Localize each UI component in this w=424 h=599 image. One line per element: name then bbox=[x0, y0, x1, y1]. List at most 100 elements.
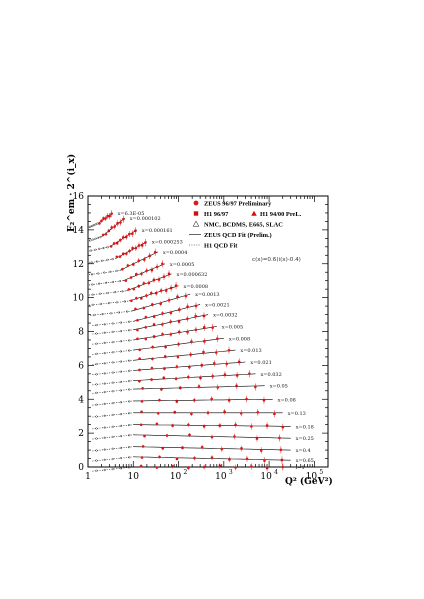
fixed-target-point bbox=[103, 426, 106, 429]
zeus-point bbox=[143, 434, 146, 438]
fixed-target-point bbox=[111, 457, 114, 461]
zeus-point bbox=[256, 410, 260, 414]
zeus-point bbox=[263, 459, 266, 462]
bin-label: x=0.25 bbox=[296, 436, 314, 442]
zeus-point bbox=[140, 400, 144, 403]
zeus-point bbox=[234, 466, 237, 469]
bin-label: x=0.0005 bbox=[170, 262, 195, 268]
zeus-point bbox=[161, 312, 164, 315]
h1-point bbox=[181, 446, 184, 449]
h1-point bbox=[107, 229, 111, 233]
fixed-target-point bbox=[103, 458, 106, 461]
fit-curve bbox=[133, 399, 273, 402]
h1-point bbox=[152, 315, 156, 318]
bin-label: x=0.000632 bbox=[177, 272, 208, 278]
fixed-target-point bbox=[115, 269, 118, 272]
zeus-point bbox=[145, 269, 148, 272]
zeus-point bbox=[202, 425, 206, 428]
h1-point bbox=[218, 464, 222, 468]
fixed-target-point bbox=[128, 349, 131, 352]
zeus-point bbox=[101, 233, 105, 237]
zeus-point bbox=[155, 466, 159, 469]
fit-curve bbox=[133, 304, 201, 322]
fixed-target-point bbox=[111, 258, 114, 261]
fixed-target-point bbox=[111, 425, 114, 428]
bin-label: x=0.08 bbox=[278, 397, 296, 403]
zeus-point bbox=[109, 245, 113, 248]
fixed-target-point bbox=[118, 280, 121, 283]
zeus-point bbox=[134, 246, 138, 250]
bin-label: x=0.0013 bbox=[195, 292, 220, 298]
fixed-target-point bbox=[91, 283, 94, 286]
fixed-target-point bbox=[95, 363, 98, 366]
zeus-point bbox=[118, 255, 122, 258]
zeus-point bbox=[161, 447, 165, 450]
fixed-target-point bbox=[103, 468, 106, 472]
y-axis-title: F₂^em · 2^(i_x) bbox=[66, 154, 77, 232]
zeus-point bbox=[234, 423, 237, 427]
y-tick-label: 10 bbox=[73, 294, 85, 304]
h1-point bbox=[203, 340, 206, 343]
scaling-annotation: c(x)=0.6(i(x)-0.4) bbox=[252, 257, 301, 263]
h1-point bbox=[135, 273, 138, 276]
fixed-target-point bbox=[106, 258, 109, 261]
fixed-target-point bbox=[119, 435, 123, 438]
zeus-point bbox=[248, 372, 251, 375]
fit-curve bbox=[133, 349, 236, 361]
h1-point bbox=[171, 424, 174, 427]
h1-point bbox=[175, 400, 179, 403]
h1-point bbox=[167, 272, 171, 276]
zeus-point bbox=[186, 375, 190, 379]
fixed-target-point bbox=[128, 359, 131, 362]
fixed-target-point bbox=[92, 224, 95, 227]
zeus-point bbox=[169, 320, 172, 323]
fit-curves bbox=[88, 212, 291, 472]
bin-label: x=0.0032 bbox=[213, 313, 238, 319]
zeus-point bbox=[136, 337, 139, 341]
zeus-point bbox=[125, 252, 128, 256]
fixed-target-point bbox=[98, 292, 102, 295]
zeus-point bbox=[216, 337, 219, 340]
x-axis-title: Q² (GeV²) bbox=[285, 476, 333, 487]
zeus-point bbox=[110, 226, 114, 229]
h1-point bbox=[179, 386, 182, 390]
zeus-point bbox=[110, 212, 113, 215]
fit-curve-extension bbox=[92, 446, 134, 452]
fixed-target-point bbox=[99, 302, 102, 306]
fixed-target-point bbox=[95, 427, 98, 430]
zeus-point bbox=[104, 217, 107, 220]
h1-point bbox=[265, 424, 269, 427]
h1-point bbox=[164, 345, 167, 349]
fixed-target-point bbox=[93, 313, 96, 317]
fixed-target-point bbox=[119, 340, 123, 343]
legend-label: ZEUS 96/97 Preliminary bbox=[204, 200, 272, 207]
h1-point bbox=[235, 374, 239, 377]
h1-point bbox=[163, 367, 166, 370]
fixed-target-point bbox=[128, 446, 131, 449]
h1-point bbox=[202, 314, 206, 318]
zeus-point bbox=[149, 291, 153, 295]
fixed-target-point bbox=[125, 310, 129, 313]
h1-point bbox=[132, 263, 135, 266]
fixed-target-point bbox=[119, 370, 123, 373]
h1-point bbox=[200, 364, 204, 367]
zeus-point bbox=[121, 267, 124, 271]
zeus-point bbox=[138, 348, 142, 352]
fixed-target-point bbox=[128, 329, 131, 332]
zeus-point bbox=[210, 456, 214, 459]
h1-point bbox=[178, 330, 181, 334]
zeus-point bbox=[124, 279, 128, 282]
fixed-target-point bbox=[98, 247, 101, 250]
zeus-point bbox=[131, 232, 134, 236]
h1-point bbox=[121, 252, 125, 256]
bin-label: x=0.008 bbox=[229, 336, 250, 342]
fixed-target-point bbox=[104, 281, 108, 284]
fit-curve-extension bbox=[92, 360, 134, 365]
fixed-target-point bbox=[119, 446, 123, 449]
zeus-point bbox=[220, 447, 224, 451]
fixed-target-point bbox=[123, 300, 126, 303]
zeus-point bbox=[212, 362, 216, 365]
legend-marker-circle bbox=[193, 200, 199, 206]
fixed-target-point bbox=[89, 239, 92, 242]
h1-point bbox=[102, 217, 105, 220]
